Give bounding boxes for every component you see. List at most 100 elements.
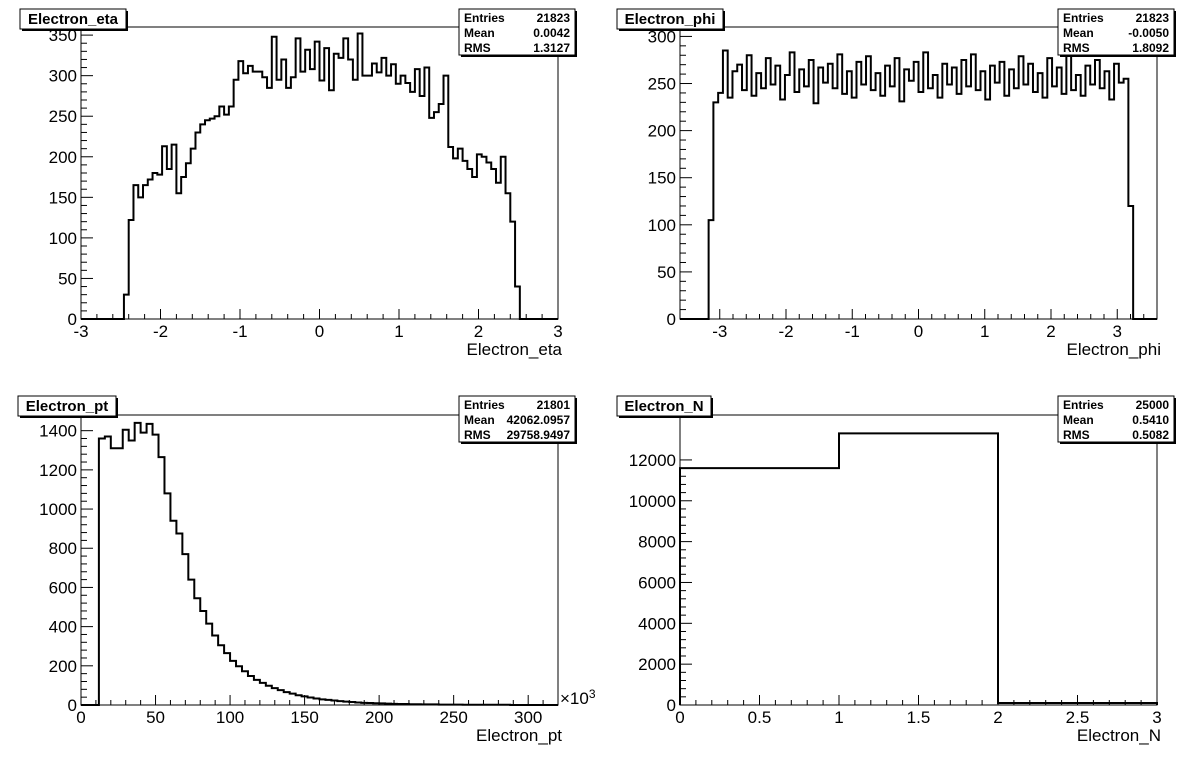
stats-box [1057, 395, 1175, 443]
title-box [616, 395, 712, 417]
x-tick-label: 0.5 [748, 708, 772, 727]
x-axis-title: Electron_eta [467, 340, 563, 359]
stats-label-mean: Mean [1063, 26, 1094, 40]
y-tick-label: 0 [68, 696, 77, 715]
stats-label-mean: Mean [464, 26, 495, 40]
y-tick-label: 100 [648, 216, 676, 235]
x-tick-label: 0 [914, 322, 923, 341]
y-tick-label: 300 [648, 27, 676, 46]
x-tick-label: 0 [315, 322, 324, 341]
x-tick-label: 300 [514, 708, 542, 727]
x-tick-label: -2 [778, 322, 793, 341]
y-tick-label: 150 [648, 169, 676, 188]
stats-label-entries: Entries [1063, 11, 1104, 25]
y-tick-label: 1200 [39, 461, 77, 480]
y-tick-label: 200 [49, 657, 77, 676]
x-tick-label: 50 [146, 708, 165, 727]
x-tick-label: 100 [216, 708, 244, 727]
plot-title: Electron_N [624, 398, 703, 415]
x-tick-label: 2 [474, 322, 483, 341]
stats-label-rms: RMS [1063, 428, 1090, 442]
stats-value-entries: 25000 [1136, 398, 1170, 412]
x-tick-label: 0 [675, 708, 684, 727]
y-tick-label: 600 [49, 578, 77, 597]
plot-title: Electron_pt [26, 398, 109, 415]
pad-electron_pt: 0 200 400 600 800 1000 1200 1400 0 50 100 150 200 250… [17, 395, 596, 745]
x-tick-label: 1 [834, 708, 843, 727]
histogram-line [81, 32, 558, 320]
plot-frame [679, 414, 1158, 706]
title-box [616, 8, 724, 30]
y-tick-label: 0 [667, 310, 676, 329]
x-axis-title: Electron_N [1077, 726, 1161, 745]
pad-electron_n: 0 2000 4000 6000 8000 10000 12000 0 0.5 1 1.5 2 2.5 3… [616, 395, 1176, 745]
stats-value-rms: 1.8092 [1132, 41, 1169, 55]
y-tick-label: 0 [667, 696, 676, 715]
x-tick-label: 1 [394, 322, 403, 341]
y-tick-label: 200 [49, 148, 77, 167]
stats-box [458, 395, 576, 443]
stats-label-entries: Entries [1063, 398, 1104, 412]
plot-title: Electron_phi [625, 11, 716, 28]
title-box [19, 8, 127, 30]
stats-value-entries: 21823 [537, 11, 571, 25]
x-tick-label: 2.5 [1066, 708, 1090, 727]
stats-label-entries: Entries [464, 398, 505, 412]
x-tick-label: 2 [1046, 322, 1055, 341]
x-axis-title: Electron_phi [1066, 340, 1161, 359]
stats-value-mean: -0.0050 [1128, 26, 1169, 40]
y-tick-label: 1400 [39, 422, 77, 441]
x-tick-label: -2 [153, 322, 168, 341]
stats-value-rms: 29758.9497 [507, 428, 571, 442]
histogram-line [679, 432, 1158, 705]
x-tick-label: -1 [845, 322, 860, 341]
y-tick-label: 6000 [638, 573, 676, 592]
stats-label-rms: RMS [464, 41, 491, 55]
stats-label-rms: RMS [464, 428, 491, 442]
stats-box [1057, 8, 1175, 56]
x-tick-label: 3 [1113, 322, 1122, 341]
y-tick-label: 1000 [39, 500, 77, 519]
x-tick-label: 1 [980, 322, 989, 341]
y-tick-label: 250 [648, 75, 676, 94]
x-tick-label: -3 [712, 322, 727, 341]
x-tick-label: 200 [365, 708, 393, 727]
stats-value-rms: 0.5082 [1132, 428, 1169, 442]
x-tick-label: -1 [232, 322, 247, 341]
stats-value-mean: 42062.0957 [507, 413, 571, 427]
x-tick-label: 3 [1152, 708, 1161, 727]
stats-value-entries: 21823 [1136, 11, 1170, 25]
y-tick-label: 200 [648, 122, 676, 141]
y-tick-label: 0 [68, 310, 77, 329]
x-tick-label: 1.5 [907, 708, 931, 727]
y-tick-label: 50 [657, 263, 676, 282]
y-tick-label: 250 [49, 107, 77, 126]
x-tick-label: -3 [73, 322, 88, 341]
y-tick-label: 300 [49, 67, 77, 86]
histogram-line [81, 421, 558, 706]
x-tick-label: 150 [290, 708, 318, 727]
y-tick-label: 10000 [629, 492, 676, 511]
y-tick-label: 12000 [629, 451, 676, 470]
x-tick-label: 0 [76, 708, 85, 727]
y-tick-label: 150 [49, 188, 77, 207]
y-tick-label: 400 [49, 618, 77, 637]
x-tick-label: 2 [993, 708, 1002, 727]
x-tick-label: 3 [553, 322, 562, 341]
y-tick-label: 8000 [638, 533, 676, 552]
title-box [17, 395, 117, 417]
stats-value-rms: 1.3127 [533, 41, 570, 55]
histogram-line [680, 49, 1157, 320]
y-tick-label: 50 [58, 269, 77, 288]
stats-label-entries: Entries [464, 11, 505, 25]
y-tick-label: 4000 [638, 614, 676, 633]
stats-value-mean: 0.0042 [533, 26, 570, 40]
plot-frame [80, 414, 559, 706]
stats-label-rms: RMS [1063, 41, 1090, 55]
y-tick-label: 800 [49, 539, 77, 558]
stats-label-mean: Mean [1063, 413, 1094, 427]
y-tick-label: 100 [49, 229, 77, 248]
